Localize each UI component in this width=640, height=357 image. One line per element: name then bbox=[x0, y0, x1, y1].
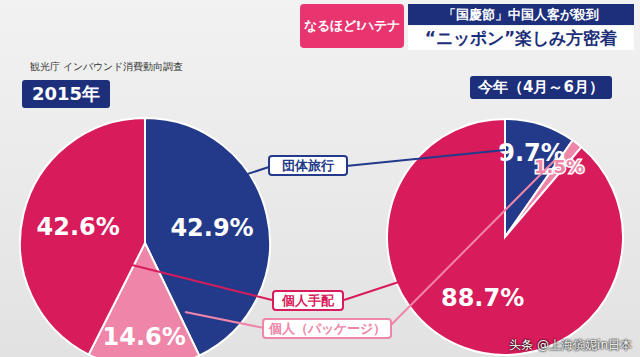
svg-text:42.6%: 42.6% bbox=[36, 213, 119, 241]
html-text:今年（4月～6月）: 今年（4月～6月） bbox=[478, 78, 604, 96]
svg-text:9.7%: 9.7% bbox=[498, 138, 565, 167]
html-text:头条 @上海傧妮in日本: 头条 @上海傧妮in日本 bbox=[509, 338, 632, 352]
svg-text:42.9%: 42.9% bbox=[170, 214, 253, 242]
html-text:“ニッポン”楽しみ方密着: “ニッポン”楽しみ方密着 bbox=[424, 27, 618, 48]
html-text:なるほど!ハテナ: なるほど!ハテナ bbox=[303, 18, 401, 33]
html-text:観光庁 インバウンド消費動向調査: 観光庁 インバウンド消費動向調査 bbox=[30, 61, 184, 72]
svg-text:1.5%: 1.5% bbox=[534, 156, 584, 177]
html-text:2015年: 2015年 bbox=[32, 83, 101, 104]
svg-text:14.6%: 14.6% bbox=[102, 323, 185, 351]
html-text:個人（パッケージ）: 個人（パッケージ） bbox=[268, 320, 386, 336]
svg-text:88.7%: 88.7% bbox=[441, 284, 524, 312]
html-text:個人手配: 個人手配 bbox=[282, 292, 334, 308]
html-text:「国慶節」中国人客が殺到: 「国慶節」中国人客が殺到 bbox=[443, 6, 599, 22]
html-text:団体旅行: 団体旅行 bbox=[282, 157, 334, 173]
